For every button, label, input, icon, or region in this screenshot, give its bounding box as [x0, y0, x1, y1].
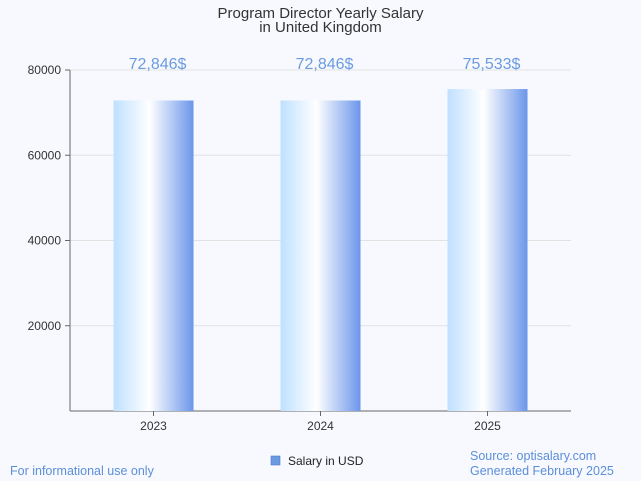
data-label-2023: 72,846$	[129, 56, 187, 73]
footer-source[interactable]: Source: optisalary.com	[470, 449, 596, 463]
chart-title-line-1: Program Director Yearly Salary	[218, 5, 424, 22]
legend-swatch	[270, 455, 281, 466]
x-tick-label: 2023	[140, 419, 167, 433]
y-tick-label: 80000	[28, 63, 62, 77]
bar-2025[interactable]	[447, 89, 528, 411]
legend-label: Salary in USD	[288, 454, 364, 468]
footer-note: For informational use only	[10, 464, 155, 478]
y-tick-labels: 20000 40000 60000 80000	[28, 63, 62, 333]
legend[interactable]: Salary in USD	[270, 454, 364, 468]
data-labels: 72,846$ 72,846$ 75,533$	[129, 56, 521, 73]
y-tick-label: 60000	[28, 148, 62, 162]
chart-title-line-2: in United Kingdom	[259, 19, 382, 36]
x-tick-label: 2025	[474, 419, 501, 433]
bar-2023[interactable]	[113, 100, 194, 411]
footer: For informational use only Source: optis…	[10, 449, 614, 478]
x-tick-labels: 2023 2024 2025	[140, 419, 501, 433]
chart-title: Program Director Yearly Salary in United…	[218, 5, 424, 36]
bars	[113, 89, 528, 411]
data-label-2025: 75,533$	[463, 56, 521, 73]
x-tick-label: 2024	[307, 419, 334, 433]
footer-generated: Generated February 2025	[470, 464, 614, 478]
data-label-2024: 72,846$	[296, 56, 354, 73]
y-tick-label: 20000	[28, 319, 62, 333]
y-tick-label: 40000	[28, 234, 62, 248]
bar-2024[interactable]	[280, 100, 361, 411]
